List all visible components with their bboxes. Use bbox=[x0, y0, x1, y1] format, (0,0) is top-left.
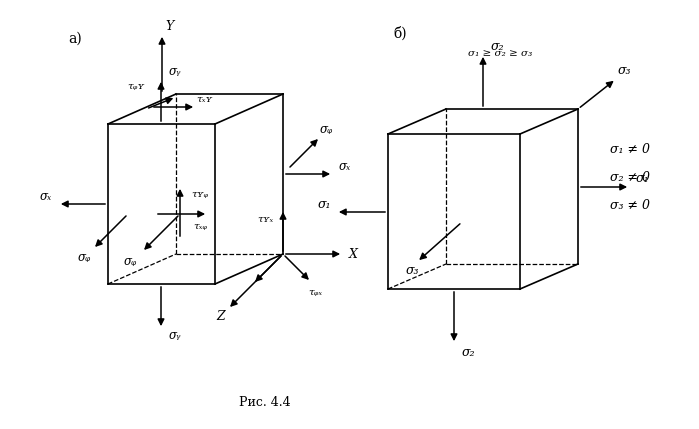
Text: Y: Y bbox=[166, 19, 174, 33]
Text: τₓʏ: τₓʏ bbox=[196, 94, 212, 103]
Text: σᵩ: σᵩ bbox=[124, 256, 136, 269]
Text: σ₂: σ₂ bbox=[461, 345, 475, 359]
Text: τᵩʏ: τᵩʏ bbox=[127, 82, 145, 91]
Text: σ₁: σ₁ bbox=[317, 197, 331, 211]
Text: а): а) bbox=[68, 32, 82, 46]
Text: Z: Z bbox=[217, 309, 225, 323]
Text: σᵩ: σᵩ bbox=[319, 123, 333, 136]
Text: σ₂ ≠ 0: σ₂ ≠ 0 bbox=[610, 170, 650, 184]
Text: σ₁ ≥ σ₂ ≥ σ₃: σ₁ ≥ σ₂ ≥ σ₃ bbox=[468, 49, 532, 58]
Text: τʏᵩ: τʏᵩ bbox=[192, 190, 208, 199]
Text: σ₁ ≠ 0: σ₁ ≠ 0 bbox=[610, 142, 650, 155]
Text: σ₃: σ₃ bbox=[617, 64, 630, 78]
Text: τₓᵩ: τₓᵩ bbox=[193, 221, 207, 230]
Text: σₓ: σₓ bbox=[40, 190, 52, 202]
Text: σₓ: σₓ bbox=[339, 160, 351, 172]
Text: σ₁: σ₁ bbox=[635, 172, 649, 185]
Text: σ₃ ≠ 0: σ₃ ≠ 0 bbox=[610, 199, 650, 211]
Text: σ₂: σ₂ bbox=[490, 39, 504, 52]
Text: σ₃: σ₃ bbox=[405, 265, 419, 278]
Text: σᵩ: σᵩ bbox=[78, 251, 91, 265]
Text: X: X bbox=[349, 248, 357, 260]
Text: τʏₓ: τʏₓ bbox=[257, 214, 273, 224]
Text: τᵩₓ: τᵩₓ bbox=[308, 287, 322, 296]
Text: Рис. 4.4: Рис. 4.4 bbox=[239, 396, 291, 408]
Text: σᵧ: σᵧ bbox=[169, 329, 181, 342]
Text: б): б) bbox=[393, 27, 407, 41]
Text: σᵧ: σᵧ bbox=[169, 66, 181, 79]
